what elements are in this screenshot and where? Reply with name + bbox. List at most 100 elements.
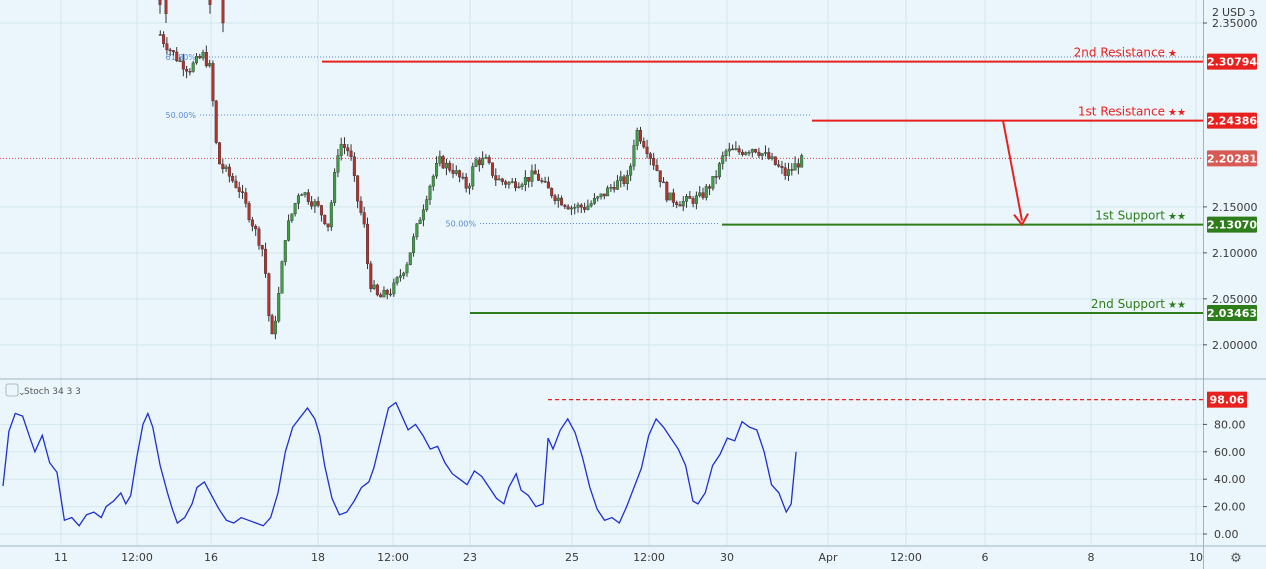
candle-body <box>520 184 524 187</box>
candle <box>454 165 458 176</box>
candle <box>227 163 231 183</box>
candle-body <box>556 197 560 201</box>
candle <box>507 181 511 189</box>
candle-body <box>257 228 261 246</box>
level-stars: ★★ <box>1168 108 1186 119</box>
candle <box>704 184 708 201</box>
candle-body <box>198 56 202 59</box>
candle <box>402 271 406 280</box>
candle <box>668 192 672 201</box>
candle <box>777 159 781 168</box>
candle-body <box>326 223 330 228</box>
candle <box>280 260 284 294</box>
candle <box>359 196 363 216</box>
candle <box>638 126 642 145</box>
stoch-line <box>2 401 797 527</box>
candle-body <box>208 63 212 67</box>
candle-body <box>694 195 698 204</box>
x-tick-label: 11 <box>54 551 68 564</box>
candle-body <box>494 175 498 181</box>
candle <box>481 151 485 169</box>
candle-body <box>625 175 629 184</box>
candle <box>731 144 735 151</box>
candle <box>540 177 544 184</box>
candle-body <box>737 148 741 153</box>
x-tick-label: 30 <box>720 551 734 564</box>
candle <box>221 159 225 174</box>
candle-body <box>754 149 758 153</box>
candle <box>260 244 264 257</box>
candle-body <box>458 170 462 178</box>
price-top-label: 2 <box>1212 6 1219 19</box>
candle <box>783 162 787 180</box>
candle <box>231 172 235 183</box>
level-price-box-2-text: 2.13070 <box>1207 219 1257 232</box>
candle <box>490 162 494 179</box>
candle-body <box>688 196 692 199</box>
candle-body <box>224 166 228 169</box>
candle-body <box>533 170 537 175</box>
candle-body <box>497 178 501 181</box>
candle <box>237 181 241 199</box>
candle <box>721 151 725 170</box>
candle <box>583 202 587 213</box>
candle <box>392 278 396 297</box>
arrow-head <box>1013 213 1029 227</box>
level-price-box-1-bg <box>1207 112 1257 129</box>
candle <box>198 53 202 60</box>
level-price-box-2: 2.13070 <box>1207 216 1257 233</box>
candle-body <box>221 163 225 169</box>
candle-body <box>606 187 610 197</box>
candle <box>467 183 471 195</box>
candle <box>527 177 531 188</box>
x-tick-label: 25 <box>565 551 579 564</box>
x-tick-label: 16 <box>204 551 218 564</box>
candle <box>366 217 370 270</box>
candle-body <box>428 185 432 200</box>
current-price-box-text: 2.20281 <box>1207 152 1257 165</box>
candle-body <box>244 192 248 204</box>
candle-body <box>316 201 320 206</box>
candle <box>352 152 356 182</box>
fib-label: 50.00% <box>165 111 196 120</box>
candle <box>497 174 501 181</box>
candle <box>615 175 619 190</box>
level-price-box-2-bg <box>1207 216 1257 233</box>
candle <box>438 150 442 167</box>
candle-body <box>435 163 439 177</box>
candle <box>171 49 175 56</box>
candle <box>747 150 751 157</box>
candle <box>717 162 721 180</box>
candle <box>750 148 754 158</box>
candle-body <box>744 152 748 155</box>
candle-body <box>296 195 300 204</box>
candle <box>398 269 402 282</box>
candle-body <box>175 51 179 62</box>
candle <box>514 178 518 192</box>
candle-body <box>708 186 712 189</box>
forecast-arrow <box>1002 120 1029 227</box>
candle-body <box>231 176 235 182</box>
candle <box>382 286 386 298</box>
candle <box>773 156 777 166</box>
x-tick-label: 8 <box>1088 551 1095 564</box>
candle <box>241 184 245 199</box>
candle <box>168 47 172 57</box>
candle-body <box>678 204 682 207</box>
stoch-title: Stoch 34 3 3 <box>24 387 81 397</box>
candle-body <box>583 207 587 210</box>
fibonacci-levels: 61.80% 50.00% 50.00% <box>0 53 1203 228</box>
candle <box>504 179 508 189</box>
candle-body <box>398 275 402 278</box>
candle <box>550 187 554 199</box>
candle <box>379 292 383 298</box>
candle-body <box>339 144 343 156</box>
candle-body <box>592 197 596 204</box>
candle <box>675 200 679 209</box>
candle-body <box>790 169 794 171</box>
level-name: 2nd Resistance <box>1074 46 1165 60</box>
candle <box>415 223 419 240</box>
x-tick-label: 12:00 <box>633 551 665 564</box>
stoch-marker-bg <box>1207 391 1247 408</box>
